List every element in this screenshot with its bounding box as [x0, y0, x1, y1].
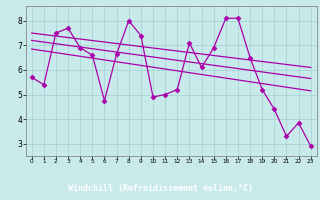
Text: Windchill (Refroidissement éolien,°C): Windchill (Refroidissement éolien,°C)	[68, 184, 252, 193]
